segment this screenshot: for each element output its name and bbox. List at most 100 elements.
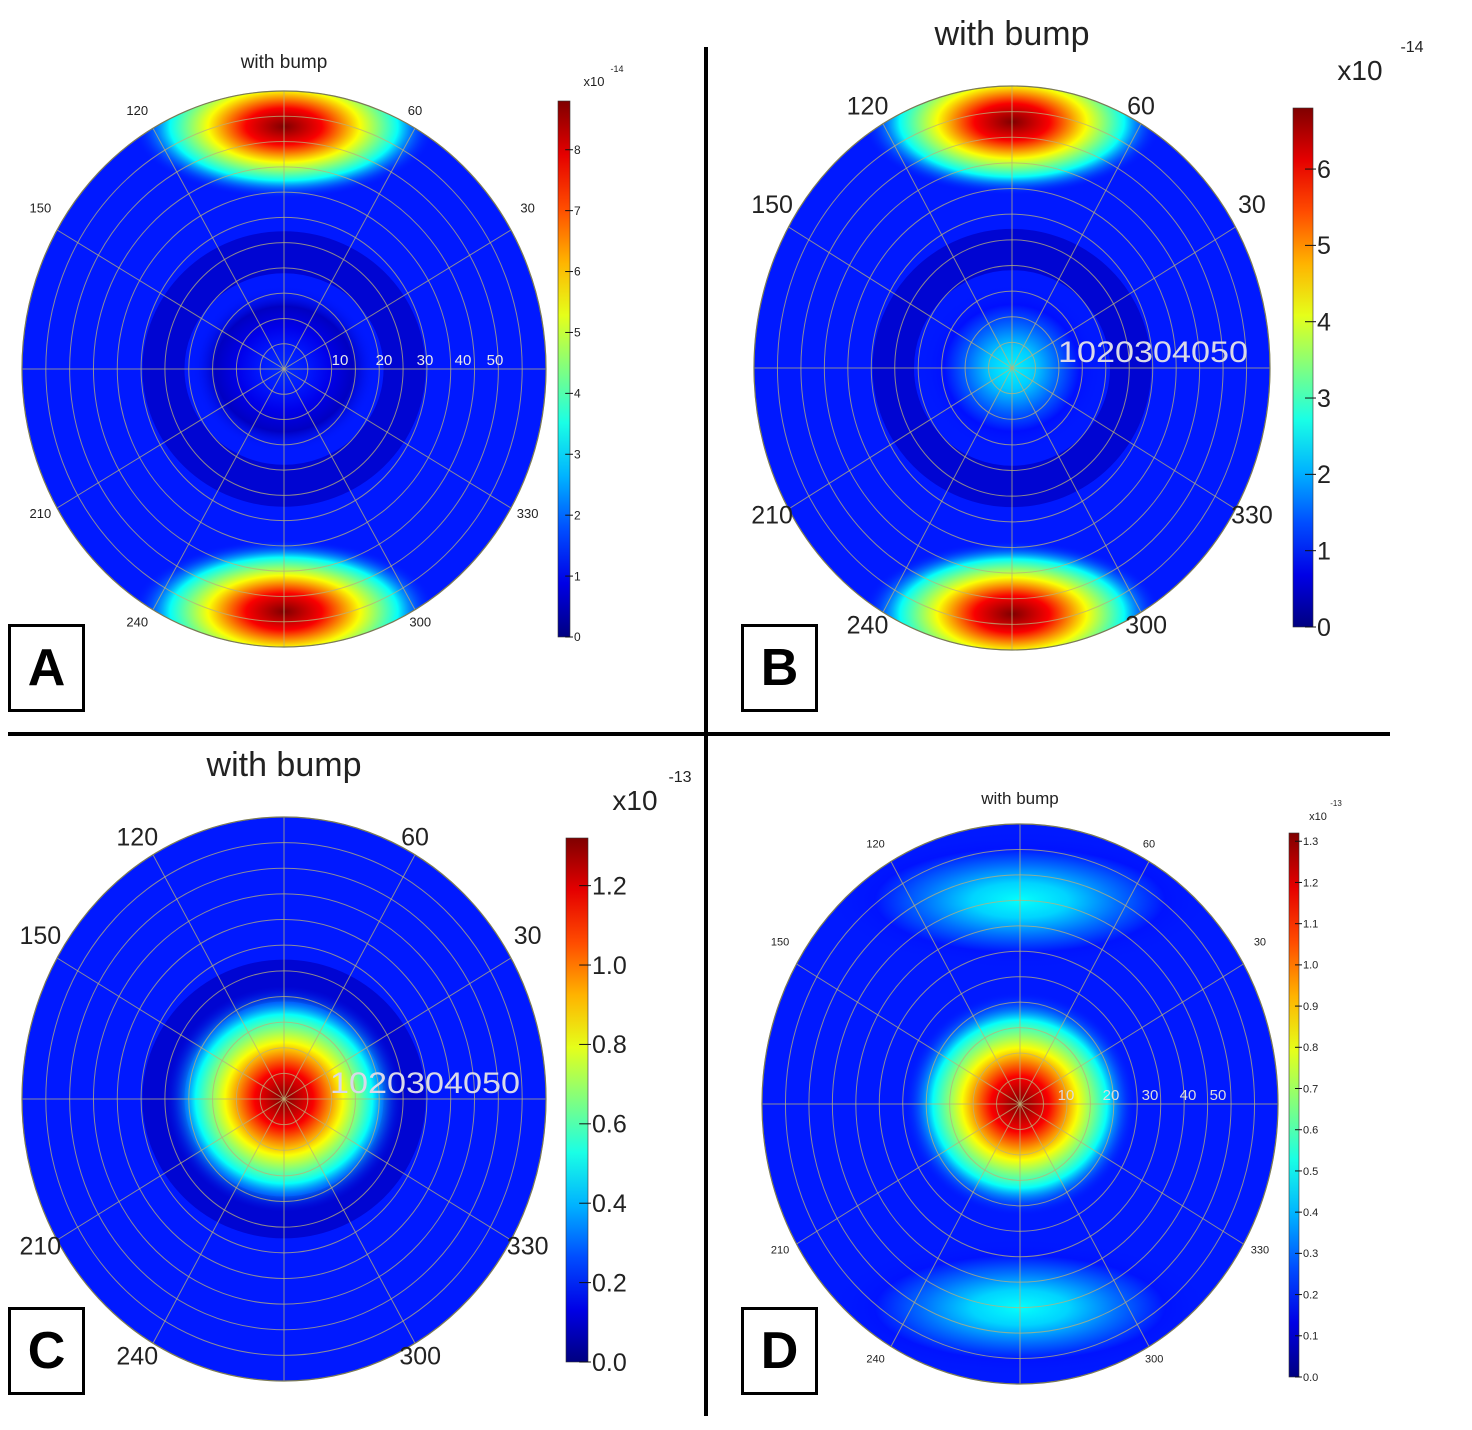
panel-label-a: A: [8, 624, 85, 712]
colorbar-tick-b-5: 5: [1317, 232, 1331, 260]
angle-tick-b-210: 210: [751, 501, 793, 529]
colorbar-exponent-c: -13: [668, 769, 691, 786]
colorbar-multiplier-a: x10: [584, 74, 605, 89]
grid-spoke-d-60: [1019, 861, 1150, 1105]
angle-tick-c-60: 60: [401, 823, 429, 851]
colorbar-tick-d-0.6: 0.6: [1303, 1125, 1318, 1137]
angle-tick-a-330: 330: [517, 506, 539, 521]
angle-tick-a-30: 30: [520, 200, 534, 215]
radial-tick-a-50: 50: [487, 352, 504, 369]
colorbar-c: 0.0 0.2 0.4 0.6 0.8 1.0 1.2 x10 -13: [565, 769, 692, 1377]
grid-spoke-a-60: [283, 128, 416, 370]
colorbar-tick-a-1: 1: [574, 569, 581, 583]
panel-label-c: C: [8, 1307, 85, 1395]
colorbar-tick-d-0.7: 0.7: [1303, 1083, 1318, 1095]
angle-tick-d-240: 240: [866, 1354, 884, 1366]
chart-title-a: with bump: [240, 52, 328, 73]
colorbar-gradient-c: [565, 837, 589, 1363]
colorbar-tick-b-4: 4: [1317, 308, 1331, 336]
colorbar-tick-d-0.0: 0.0: [1303, 1372, 1318, 1384]
angle-tick-a-300: 300: [409, 615, 431, 630]
grid-spoke-b-60: [1011, 123, 1142, 369]
grid-spoke-d-300: [1019, 1103, 1150, 1347]
angle-tick-c-330: 330: [507, 1232, 549, 1260]
angle-tick-b-300: 300: [1125, 611, 1167, 639]
radial-tick-d-40: 40: [1180, 1087, 1197, 1104]
colorbar-exponent-b: -14: [1400, 39, 1423, 56]
angle-tick-d-120: 120: [866, 838, 884, 850]
colorbar-tick-a-7: 7: [574, 204, 581, 218]
colorbar-tick-a-3: 3: [574, 447, 581, 461]
colorbar-tick-a-6: 6: [574, 265, 581, 279]
angle-tick-d-60: 60: [1143, 838, 1155, 850]
angle-tick-b-30: 30: [1238, 191, 1266, 219]
colorbar-tick-b-0: 0: [1317, 614, 1331, 642]
radial-ticks-b: 1020304050: [1058, 336, 1248, 369]
colorbar-tick-c-0.0: 0.0: [592, 1349, 627, 1377]
colorbar-tick-d-1.2: 1.2: [1303, 877, 1318, 889]
grid-spoke-b-120: [882, 123, 1013, 369]
grid-spoke-d-150: [796, 963, 1021, 1105]
angle-tick-c-150: 150: [19, 922, 61, 950]
colorbar-multiplier-c: x10: [612, 785, 657, 816]
colorbar-tick-d-1.1: 1.1: [1303, 919, 1318, 931]
polar-chart-d: with bump 30 60 120 150 210 240 300 330 10 20 30 40 5…: [761, 789, 1342, 1385]
angle-tick-a-60: 60: [408, 103, 422, 118]
colorbar-tick-a-4: 4: [574, 387, 581, 401]
colorbar-exponent-a: -14: [610, 64, 623, 74]
grid-spoke-b-210: [788, 367, 1013, 510]
radial-tick-d-30: 30: [1142, 1087, 1159, 1104]
angle-tick-a-240: 240: [126, 615, 148, 630]
chart-title-c: with bump: [206, 746, 362, 784]
grid-spoke-c-30: [283, 957, 512, 1100]
grid-spoke-d-120: [890, 861, 1021, 1105]
grid-spoke-a-300: [283, 368, 416, 610]
radial-tick-a-20: 20: [376, 352, 393, 369]
colorbar-tick-a-8: 8: [574, 143, 581, 157]
grid-spoke-b-150: [788, 226, 1013, 369]
radial-tick-a-40: 40: [455, 352, 472, 369]
grid-spoke-d-330: [1019, 1103, 1244, 1245]
colorbar-tick-c-0.8: 0.8: [592, 1031, 627, 1059]
colorbar-multiplier-d: x10: [1309, 811, 1327, 823]
colorbar-tick-d-0.8: 0.8: [1303, 1042, 1318, 1054]
angle-tick-b-330: 330: [1231, 501, 1273, 529]
radial-tick-a-10: 10: [332, 352, 349, 369]
colorbar-tick-c-0.2: 0.2: [592, 1269, 627, 1297]
angle-tick-b-60: 60: [1127, 92, 1155, 120]
colorbar-tick-b-3: 3: [1317, 385, 1331, 413]
angle-tick-b-150: 150: [751, 191, 793, 219]
angle-tick-b-240: 240: [847, 611, 889, 639]
grid-spoke-a-150: [56, 229, 285, 370]
angle-tick-d-300: 300: [1145, 1354, 1163, 1366]
colorbar-tick-b-1: 1: [1317, 537, 1331, 565]
angle-tick-d-30: 30: [1254, 936, 1266, 948]
grid-spoke-c-60: [283, 854, 416, 1100]
colorbar-tick-a-2: 2: [574, 508, 581, 522]
colorbar-multiplier-b: x10: [1337, 55, 1382, 86]
grid-spoke-a-330: [283, 368, 512, 509]
colorbar-tick-d-0.5: 0.5: [1303, 1166, 1318, 1178]
chart-title-b: with bump: [934, 15, 1090, 53]
colorbar-tick-d-0.4: 0.4: [1303, 1207, 1318, 1219]
angle-tick-c-120: 120: [116, 823, 158, 851]
angle-tick-a-150: 150: [29, 200, 51, 215]
colorbar-tick-a-5: 5: [574, 326, 581, 340]
colorbar-tick-c-0.6: 0.6: [592, 1111, 627, 1139]
grid-spoke-a-120: [152, 128, 285, 370]
colorbar-tick-c-0.4: 0.4: [592, 1190, 627, 1218]
angle-tick-a-210: 210: [29, 506, 51, 521]
angle-tick-d-210: 210: [771, 1244, 789, 1256]
grid-spoke-c-150: [56, 957, 285, 1100]
grid-spoke-c-330: [283, 1098, 512, 1241]
colorbar-tick-d-0.2: 0.2: [1303, 1289, 1318, 1301]
grid-spoke-b-30: [1011, 226, 1236, 369]
colorbar-tick-d-1.3: 1.3: [1303, 836, 1318, 848]
colorbar-tick-b-6: 6: [1317, 156, 1331, 184]
grid-spoke-a-210: [56, 368, 285, 509]
colorbar-tick-d-0.9: 0.9: [1303, 1001, 1318, 1013]
radial-ticks-c: 1020304050: [330, 1067, 520, 1100]
colorbar-tick-d-1.0: 1.0: [1303, 960, 1318, 972]
